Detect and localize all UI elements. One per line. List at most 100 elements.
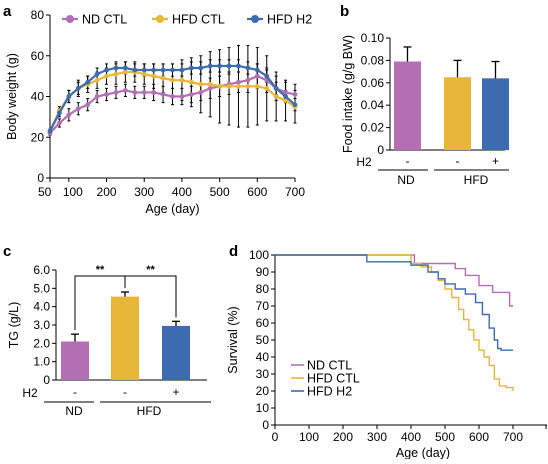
a-data-point-hfd [245,83,251,89]
a-xtick-label: 50 [38,185,52,199]
bar-ytick-label: 0.02 [361,121,385,135]
a-data-point-h2 [151,67,157,73]
panel-b-food-intake-chart: 0 0.02 0.04 0.06 0.08 0.10 Food intake (g/g BW… [341,31,509,187]
a-data-point-h2 [47,128,53,134]
a-data-point-h2 [198,65,204,71]
d-ytick-label: 60 [256,316,270,330]
d-xtick-label: 700 [503,430,523,444]
a-data-point-hfd [122,69,128,75]
a-data-point-nd [104,92,109,97]
a-y-axis-label: Body weight (g) [5,53,19,140]
bar-ytick-label: 0.06 [361,76,385,90]
a-ytick-label: 40 [31,90,45,104]
a-data-point-nd [113,90,119,95]
d-ytick-label: 80 [256,282,270,296]
a-data-point-hfd [179,77,185,83]
bar-h2 [162,325,190,380]
a-data-point-hfd [236,83,241,89]
d-survival-step-hfd [275,254,514,391]
d-xtick-label: 600 [469,430,489,444]
bar-ytick-label: 0.10 [361,31,385,45]
a-legend-label: HFD CTL [172,13,225,27]
a-data-point-hfd [170,77,175,83]
d-xtick-label: 200 [333,430,353,444]
bar-h2-value: - [406,154,410,168]
panel-c-tg-chart: 0 1.0 2.0 3.0 4.0 5.0 6.0 TG (g/L) - - + H2 ND HFD ** *… [7,263,211,418]
d-ytick-label: 0 [262,418,269,432]
bar-ytick-label: 5.0 [33,281,50,295]
d-ytick-label: 30 [256,367,270,381]
panel-a-body-weight-chart: 0 20 40 60 80 50 100 200 300 400 500 600 700 Age (day… [5,8,312,216]
a-xtick-label: 200 [97,185,117,199]
a-data-point-h2 [264,73,270,79]
a-data-point-nd [198,90,204,95]
a-ytick-label: 20 [31,130,45,144]
d-xtick-label: 100 [299,430,319,444]
a-data-point-nd [188,92,194,97]
a-ytick-label: 60 [31,49,45,63]
a-data-point-hfd [141,71,147,77]
d-xtick-label: 0 [272,430,279,444]
a-data-point-nd [179,94,185,99]
bar-h2-value: - [73,385,77,399]
d-legend-label: HFD CTL [307,372,360,386]
bar-ytick-label: 6.0 [33,263,50,277]
a-legend-swatch-marker [156,15,164,23]
bar-h2-value: + [492,154,499,168]
bar-h2-value: - [456,154,460,168]
bar-hfd [111,296,139,380]
d-xtick-label: 400 [401,430,421,444]
a-data-point-h2 [160,67,166,73]
bar-group-label: ND [397,173,415,187]
a-data-point-h2 [66,94,72,99]
a-ytick-label: 0 [37,171,44,185]
a-data-point-nd [236,79,241,85]
a-xtick-label: 300 [134,185,154,199]
a-data-point-hfd [104,73,109,79]
bar-y-axis-label: Food intake (g/g BW) [341,35,355,153]
a-data-point-hfd [273,94,279,99]
bar-h2-value: - [123,385,127,399]
d-x-axis-label: Age (day) [396,446,450,459]
a-data-point-h2 [75,85,81,91]
a-data-point-h2 [245,65,251,71]
a-data-point-hfd [94,77,100,83]
a-data-point-h2 [283,94,288,99]
a-data-point-h2 [254,67,260,73]
a-data-point-h2 [236,63,241,69]
d-survival-step-h2 [275,254,513,351]
a-data-point-nd [207,85,213,91]
bar-ytick-label: 0 [43,373,50,387]
d-y-axis-label: Survival (%) [226,306,240,373]
c-significance-label: ** [96,264,105,276]
c-significance-label: ** [146,264,155,276]
c-significance-bracket [124,275,177,318]
bar-h2-value: + [172,385,179,399]
panel-letter-a: a [3,3,12,20]
d-xtick-label: 500 [435,430,455,444]
a-data-point-hfd [207,81,213,87]
d-ytick-label: 90 [256,265,270,279]
a-x-axis-label: Age (day) [145,202,199,216]
bar-h2 [482,78,509,150]
a-data-point-nd [66,112,72,118]
a-data-point-nd [75,106,81,112]
a-data-point-h2 [141,67,147,73]
a-xtick-label: 500 [210,185,230,199]
bar-ytick-label: 4.0 [33,300,50,314]
panel-letter-c: c [3,243,11,260]
a-data-point-hfd [160,75,166,81]
a-legend-label: ND CTL [82,13,127,27]
bar-nd [394,61,421,150]
d-legend-label: ND CTL [307,359,352,373]
a-data-point-nd [151,90,157,95]
a-data-point-h2 [94,71,100,77]
d-xtick-label: 300 [367,430,387,444]
bar-group-label: HFD [464,173,489,187]
bar-group-label: ND [65,404,83,418]
a-data-point-hfd [217,83,223,89]
bar-hfd [444,77,471,150]
a-data-point-nd [94,94,100,99]
a-data-point-h2 [217,63,223,69]
